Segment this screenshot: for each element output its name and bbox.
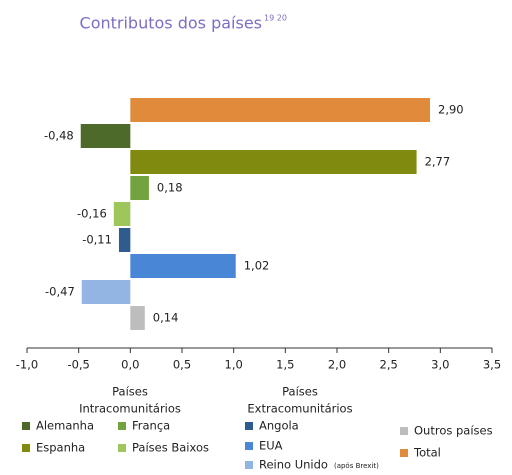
legend-label: Angola (259, 419, 299, 433)
legend-label: Países Baixos (132, 441, 209, 455)
x-tick-label: 3,5 (483, 358, 501, 372)
value-label: 2,90 (438, 103, 464, 117)
value-label: 2,77 (425, 155, 451, 169)
legend-swatch (400, 449, 408, 457)
legend-swatch (245, 461, 253, 469)
value-label: -0,16 (77, 207, 107, 221)
legend-label: Total (413, 446, 441, 460)
bar (118, 228, 131, 252)
x-tick-label: 1,0 (225, 358, 243, 372)
x-tick-label: -1,0 (16, 358, 38, 372)
bar (130, 150, 417, 174)
legend-group-title: Intracomunitários (79, 402, 181, 416)
x-tick-label: 0,5 (173, 358, 191, 372)
legend-label: Alemanha (36, 419, 94, 433)
x-tick-label: -0,5 (67, 358, 89, 372)
legend-swatch (245, 442, 253, 450)
legend-swatch (22, 422, 30, 430)
legend-label: França (132, 419, 170, 433)
bar (130, 98, 431, 122)
legend-swatch (118, 444, 126, 452)
bar (80, 124, 131, 148)
x-tick-label: 1,5 (276, 358, 294, 372)
bar (113, 202, 131, 226)
chart-title: Contributos dos países (80, 14, 262, 33)
x-tick-label: 2,0 (328, 358, 346, 372)
value-label: -0,48 (44, 129, 74, 143)
x-tick-label: 0,0 (121, 358, 139, 372)
legend-label: Reino Unido (259, 458, 328, 472)
bar (130, 176, 149, 200)
legend-group-title: Países (282, 385, 318, 399)
legend-group-title: Extracomunitários (247, 402, 352, 416)
value-label: 0,14 (153, 311, 179, 325)
bar (130, 254, 236, 278)
value-label: -0,11 (82, 233, 112, 247)
value-label: 1,02 (244, 259, 270, 273)
bar (81, 280, 131, 304)
x-tick-label: 3,0 (431, 358, 449, 372)
legend-swatch (400, 427, 408, 435)
x-tick-label: 2,5 (380, 358, 398, 372)
title-note: 19 20 (264, 14, 287, 23)
legend-swatch (245, 422, 253, 430)
legend-group-title: Países (112, 385, 148, 399)
value-label: 0,18 (157, 181, 183, 195)
legend-swatch (22, 444, 30, 452)
legend-label: Espanha (36, 441, 85, 455)
bar (130, 306, 145, 330)
value-label: -0,47 (45, 285, 75, 299)
legend-swatch (118, 422, 126, 430)
legend-note: (após Brexit) (334, 462, 379, 470)
legend-label: EUA (259, 439, 283, 453)
legend-label: Outros países (414, 424, 493, 438)
